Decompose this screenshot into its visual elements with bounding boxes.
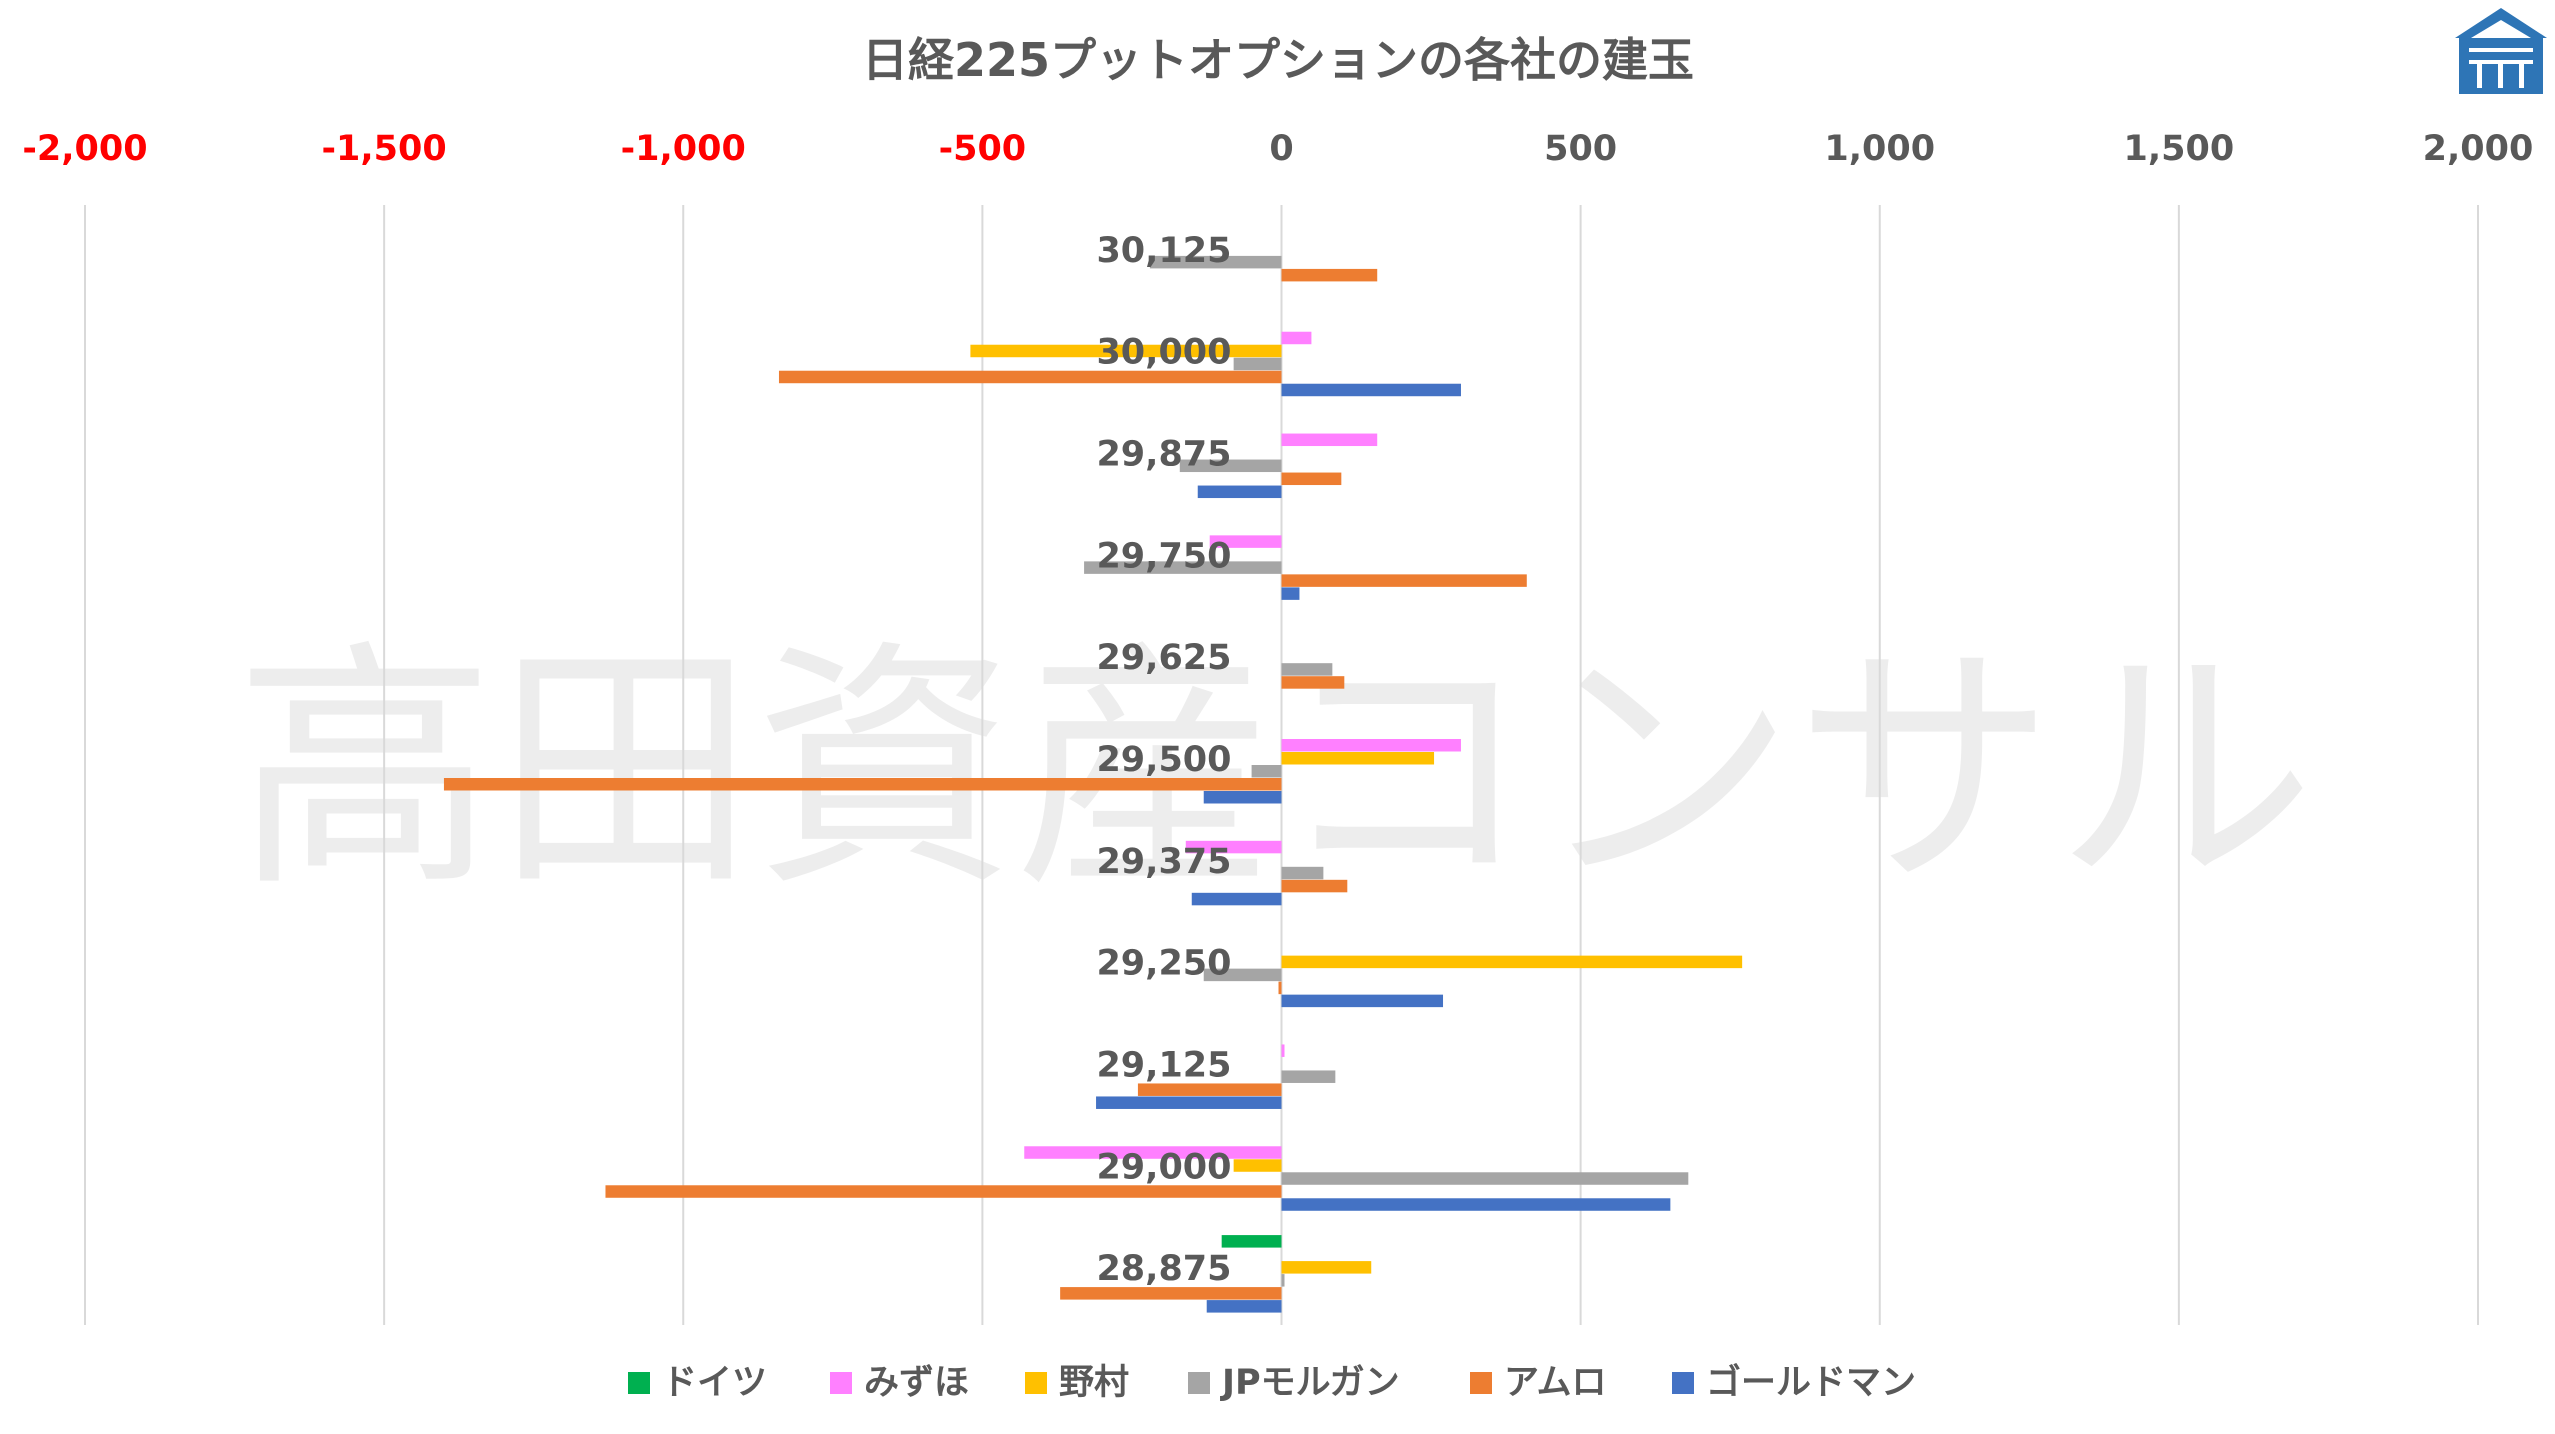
bar — [1281, 752, 1435, 765]
category-label: 28,875 — [1096, 1249, 1231, 1289]
bar — [1281, 1274, 1285, 1287]
category-label: 29,625 — [1096, 638, 1231, 678]
category-label: 29,875 — [1096, 435, 1231, 475]
chart-title: 日経225プットオプションの各社の建玉 — [862, 33, 1694, 87]
category-label: 29,750 — [1096, 536, 1231, 576]
legend: ドイツ みずほ 野村 JPモルガン アムロ ゴールドマン — [628, 1362, 1916, 1403]
bar — [1024, 1146, 1282, 1159]
legend-label: アムロ — [1504, 1363, 1607, 1403]
x-tick-label: 1,000 — [1824, 129, 1935, 169]
bar — [1233, 357, 1282, 371]
bar — [1281, 879, 1348, 893]
category-label: 29,250 — [1096, 944, 1231, 984]
bar — [1096, 1096, 1282, 1109]
bar — [1060, 1287, 1282, 1300]
category-label: 30,000 — [1096, 333, 1231, 373]
bar — [1281, 663, 1333, 676]
bar — [1281, 994, 1444, 1008]
bar — [1281, 1044, 1285, 1057]
bar — [1281, 574, 1527, 587]
bar — [1221, 1235, 1282, 1248]
gridlines — [84, 205, 2479, 1325]
x-tick-label: 0 — [1269, 129, 1293, 169]
x-tick-label: 2,000 — [2423, 129, 2534, 169]
x-tick-label: -2,000 — [22, 129, 147, 169]
bar — [1203, 791, 1282, 804]
bar — [1281, 739, 1461, 752]
bar — [1281, 587, 1300, 600]
bar — [1281, 383, 1461, 397]
category-label: 29,375 — [1096, 842, 1231, 882]
legend-swatch — [1025, 1372, 1047, 1394]
bar — [1149, 255, 1282, 269]
legend-label: ゴールドマン — [1706, 1362, 1916, 1403]
x-tick-label: -1,000 — [621, 129, 746, 169]
bar — [1281, 1070, 1336, 1083]
category-label: 30,125 — [1096, 231, 1231, 271]
bar — [1281, 866, 1324, 880]
bar — [1191, 892, 1282, 906]
category-label: 29,125 — [1096, 1045, 1231, 1085]
category-label: 29,000 — [1096, 1147, 1231, 1187]
bar — [1278, 981, 1282, 995]
bar — [1137, 1083, 1282, 1096]
x-tick-label: 500 — [1544, 129, 1617, 169]
bar — [1281, 472, 1342, 486]
bar — [970, 344, 1282, 358]
bar — [1179, 459, 1282, 473]
x-tick-label: -1,500 — [322, 129, 447, 169]
bar — [1203, 968, 1282, 982]
bar — [1209, 535, 1282, 548]
bar — [1281, 1261, 1372, 1274]
bar — [1206, 1300, 1282, 1313]
x-tick-label: 1,500 — [2124, 129, 2235, 169]
building-logo-icon — [2455, 8, 2547, 94]
bar — [443, 778, 1282, 791]
category-labels: 30,125 30,000 29,875 29,750 29,625 29,500 29,3… — [1096, 231, 1231, 1289]
legend-label: みずほ — [864, 1363, 969, 1403]
bar — [1281, 433, 1378, 447]
legend-label: JPモルガン — [1220, 1363, 1400, 1403]
bar — [1185, 840, 1282, 854]
x-tick-label: -500 — [939, 129, 1027, 169]
legend-label: 野村 — [1059, 1363, 1129, 1403]
bar — [1233, 1159, 1282, 1172]
legend-swatch — [1672, 1372, 1694, 1394]
bar — [1281, 331, 1312, 345]
bar — [1281, 1198, 1671, 1211]
bar — [1281, 1172, 1689, 1185]
legend-swatch — [1188, 1372, 1210, 1394]
bars — [443, 255, 1743, 1313]
bar — [1197, 485, 1282, 499]
category-label: 29,500 — [1096, 740, 1231, 780]
x-axis-ticks: -2,000 -1,500 -1,000 -500 0 500 1,000 1,500 2,00… — [22, 129, 2533, 169]
bar — [1084, 561, 1282, 574]
legend-swatch — [628, 1372, 650, 1394]
legend-label: ドイツ — [662, 1363, 767, 1403]
bar — [1281, 676, 1345, 689]
bar — [605, 1185, 1282, 1198]
legend-swatch — [830, 1372, 852, 1394]
bar — [1281, 268, 1378, 282]
legend-swatch — [1470, 1372, 1492, 1394]
bar — [778, 370, 1282, 384]
bar — [1251, 765, 1282, 778]
bar — [1281, 955, 1743, 969]
